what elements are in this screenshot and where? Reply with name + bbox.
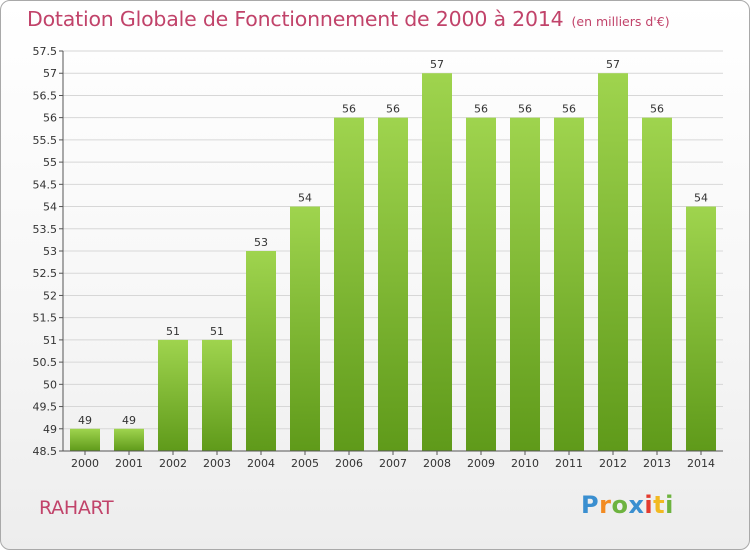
bar-2000 xyxy=(70,428,100,451)
y-tick-label: 52.5 xyxy=(33,267,58,280)
x-tick-label: 2003 xyxy=(203,457,231,470)
y-tick-label: 56.5 xyxy=(33,89,58,102)
data-label: 51 xyxy=(210,325,224,338)
y-tick-label: 57 xyxy=(43,67,57,80)
y-tick-label: 57.5 xyxy=(33,45,58,58)
chart-title-text: Dotation Globale de Fonctionnement de 20… xyxy=(27,7,564,31)
data-label: 53 xyxy=(254,236,268,249)
y-tick-label: 51 xyxy=(43,334,57,347)
x-tick-label: 2014 xyxy=(687,457,715,470)
data-label: 57 xyxy=(430,58,444,71)
x-tick-label: 2009 xyxy=(467,457,495,470)
y-tick-label: 54 xyxy=(43,201,57,214)
axes: 48.5 49 49.5 50 50.5 51 51.5 52 52.5 53 53.5 54 54.5… xyxy=(33,45,723,470)
y-tick-label: 52 xyxy=(43,289,57,302)
commune-name: RAHART xyxy=(39,497,114,519)
data-label: 54 xyxy=(694,192,708,205)
bar-2014 xyxy=(686,206,716,451)
bar-2004 xyxy=(246,251,276,451)
bar-2010 xyxy=(510,117,540,452)
bar-2002 xyxy=(158,339,188,451)
y-tick-label: 48.5 xyxy=(33,445,58,458)
y-tick-label: 49 xyxy=(43,423,57,436)
y-tick-label: 55.5 xyxy=(33,134,58,147)
y-tick-label: 51.5 xyxy=(33,312,58,325)
bar-2006 xyxy=(334,117,364,452)
x-tick-label: 2010 xyxy=(511,457,539,470)
data-label: 56 xyxy=(474,103,488,116)
x-tick-label: 2004 xyxy=(247,457,275,470)
y-tick-label: 56 xyxy=(43,112,57,125)
data-label: 56 xyxy=(518,103,532,116)
bar-2009 xyxy=(466,117,496,452)
y-tick-label: 50.5 xyxy=(33,356,58,369)
data-label: 49 xyxy=(122,414,136,427)
chart-unit: (en milliers d'€) xyxy=(571,14,670,29)
bar-2001 xyxy=(114,428,144,451)
bar-2008 xyxy=(422,73,452,451)
y-tick-label: 53 xyxy=(43,245,57,258)
proxiti-logo[interactable]: Proxiti xyxy=(581,491,674,519)
y-tick-label: 49.5 xyxy=(33,401,58,414)
x-tick-label: 2001 xyxy=(115,457,143,470)
x-tick-label: 2002 xyxy=(159,457,187,470)
bar-2005 xyxy=(290,206,320,451)
bar-2011 xyxy=(554,117,584,452)
bar-2012 xyxy=(598,73,628,451)
x-tick-label: 2008 xyxy=(423,457,451,470)
data-label: 56 xyxy=(650,103,664,116)
data-label: 56 xyxy=(562,103,576,116)
data-label: 56 xyxy=(386,103,400,116)
bar-2007 xyxy=(378,117,408,452)
y-tick-label: 50 xyxy=(43,378,57,391)
y-tick-label: 53.5 xyxy=(33,223,58,236)
y-tick-label: 54.5 xyxy=(33,178,58,191)
data-label: 54 xyxy=(298,192,312,205)
data-label: 49 xyxy=(78,414,92,427)
data-label: 51 xyxy=(166,325,180,338)
bar-2003 xyxy=(202,339,232,451)
x-tick-label: 2013 xyxy=(643,457,671,470)
x-tick-label: 2011 xyxy=(555,457,583,470)
x-tick-label: 2007 xyxy=(379,457,407,470)
x-tick-label: 2012 xyxy=(599,457,627,470)
x-tick-label: 2005 xyxy=(291,457,319,470)
chart-title: Dotation Globale de Fonctionnement de 20… xyxy=(27,7,670,31)
data-label: 57 xyxy=(606,58,620,71)
data-label: 56 xyxy=(342,103,356,116)
y-tick-label: 55 xyxy=(43,156,57,169)
x-tick-label: 2000 xyxy=(71,457,99,470)
x-tick-label: 2006 xyxy=(335,457,363,470)
bar-2013 xyxy=(642,117,672,452)
bars: 49 49 51 51 53 54 56 56 57 56 56 56 57 56 54 xyxy=(70,58,716,452)
